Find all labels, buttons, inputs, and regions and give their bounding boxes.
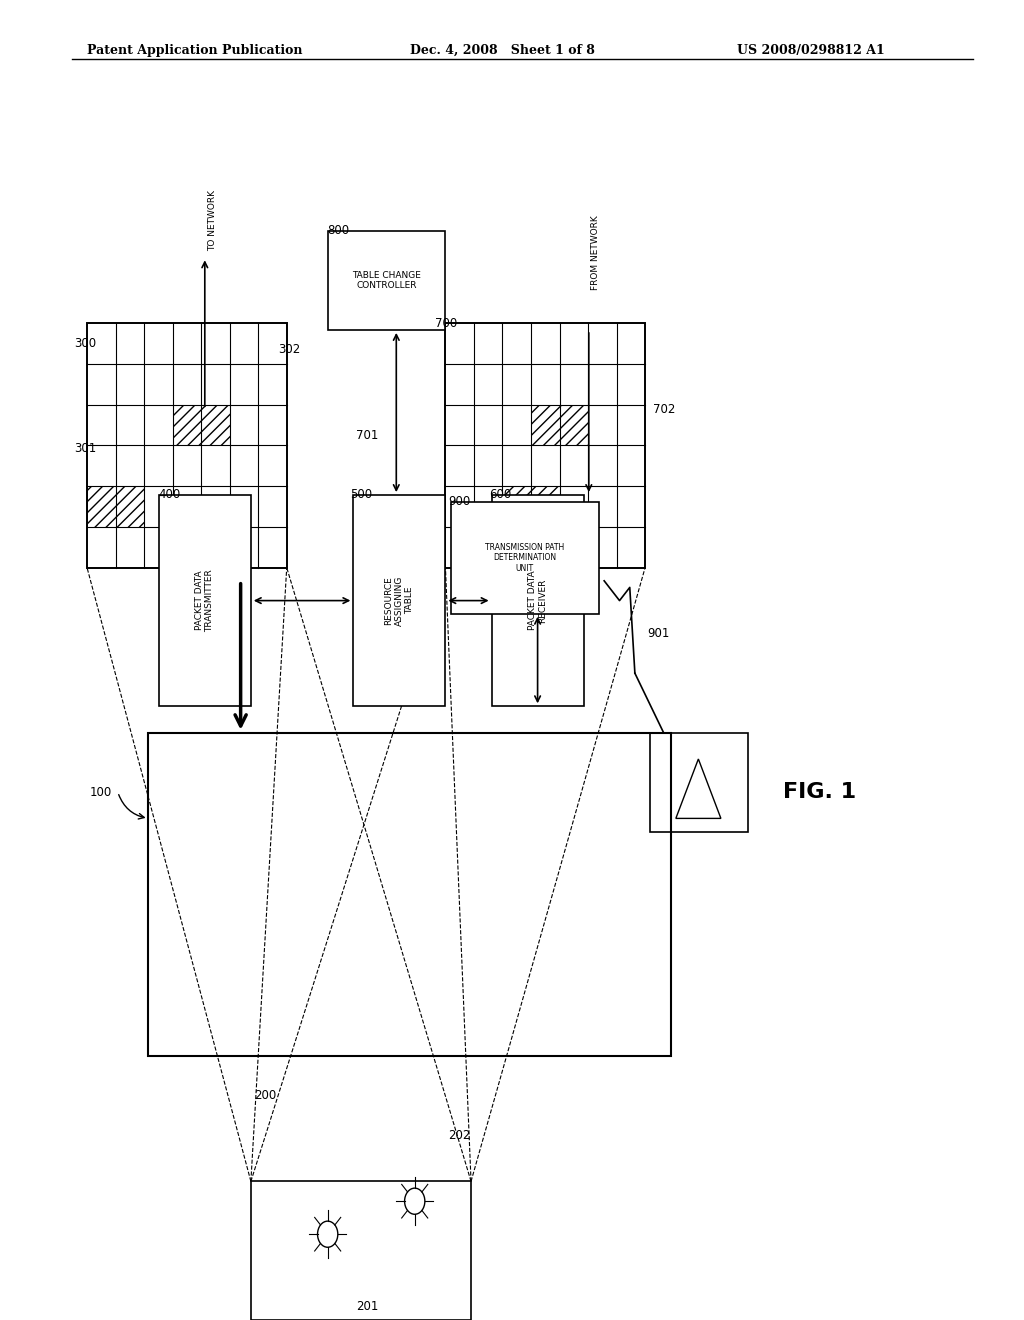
Text: TO NETWORK: TO NETWORK (209, 190, 217, 251)
Text: 302: 302 (279, 343, 301, 356)
Text: 600: 600 (489, 488, 512, 502)
Bar (116, 486, 144, 527)
Text: TRANSMISSION PATH
DETERMINATION
UNIT: TRANSMISSION PATH DETERMINATION UNIT (485, 543, 564, 573)
Text: 400: 400 (159, 488, 181, 502)
FancyBboxPatch shape (251, 1181, 471, 1320)
Text: 200: 200 (254, 1089, 276, 1102)
Polygon shape (676, 759, 721, 818)
Text: 800: 800 (328, 224, 350, 238)
Bar (503, 486, 531, 527)
Text: 300: 300 (74, 337, 96, 350)
Text: Patent Application Publication: Patent Application Publication (87, 44, 302, 57)
FancyBboxPatch shape (87, 323, 287, 568)
Text: PACKET DATA
TRANSMITTER: PACKET DATA TRANSMITTER (196, 569, 214, 632)
Bar (173, 405, 201, 445)
FancyBboxPatch shape (492, 495, 584, 706)
FancyBboxPatch shape (445, 323, 645, 568)
FancyBboxPatch shape (159, 495, 251, 706)
Text: FROM NETWORK: FROM NETWORK (592, 215, 600, 290)
Text: 901: 901 (647, 627, 670, 640)
Bar (87, 486, 116, 527)
Text: 702: 702 (653, 403, 676, 416)
Text: FIG. 1: FIG. 1 (782, 781, 856, 803)
Text: TABLE CHANGE
CONTROLLER: TABLE CHANGE CONTROLLER (352, 271, 421, 290)
FancyBboxPatch shape (451, 502, 599, 614)
Bar (531, 405, 559, 445)
FancyBboxPatch shape (353, 495, 445, 706)
Bar (201, 405, 229, 445)
Text: 100: 100 (90, 785, 113, 799)
Bar (531, 486, 559, 527)
Bar (559, 405, 588, 445)
Text: 700: 700 (435, 317, 458, 330)
Text: 701: 701 (356, 429, 379, 442)
Text: 900: 900 (449, 495, 471, 508)
Text: RESOURCE
ASSIGNING
TABLE: RESOURCE ASSIGNING TABLE (384, 576, 415, 626)
FancyBboxPatch shape (328, 231, 445, 330)
Text: 301: 301 (74, 442, 96, 455)
FancyBboxPatch shape (650, 733, 748, 832)
Text: PACKET DATA
RECEIVER: PACKET DATA RECEIVER (528, 570, 547, 631)
Text: Dec. 4, 2008   Sheet 1 of 8: Dec. 4, 2008 Sheet 1 of 8 (410, 44, 595, 57)
Text: US 2008/0298812 A1: US 2008/0298812 A1 (737, 44, 885, 57)
Text: 202: 202 (449, 1129, 471, 1142)
Text: 500: 500 (350, 488, 373, 502)
Text: 201: 201 (356, 1300, 379, 1313)
